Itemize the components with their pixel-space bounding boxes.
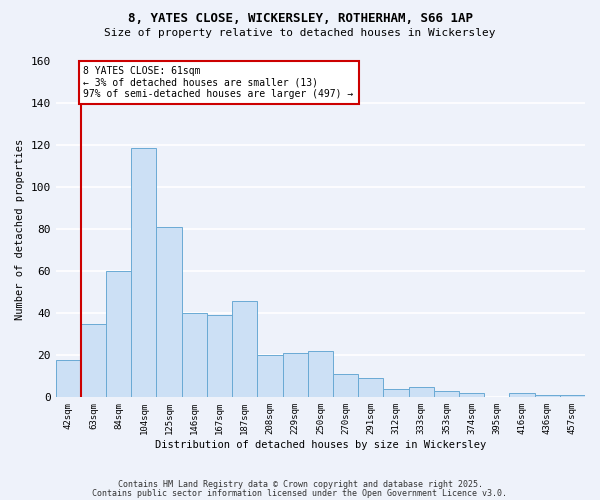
Bar [434,391,459,398]
Bar [56,360,81,398]
Bar [257,356,283,398]
Bar [535,395,560,398]
Bar [207,316,232,398]
Bar [182,314,207,398]
Bar [333,374,358,398]
Text: 8 YATES CLOSE: 61sqm
← 3% of detached houses are smaller (13)
97% of semi-detach: 8 YATES CLOSE: 61sqm ← 3% of detached ho… [83,66,353,99]
Bar [383,389,409,398]
Text: 8, YATES CLOSE, WICKERSLEY, ROTHERHAM, S66 1AP: 8, YATES CLOSE, WICKERSLEY, ROTHERHAM, S… [128,12,473,26]
Bar [459,393,484,398]
Bar [509,393,535,398]
Bar [81,324,106,398]
Bar [106,272,131,398]
Bar [283,354,308,398]
Bar [409,387,434,398]
Text: Contains public sector information licensed under the Open Government Licence v3: Contains public sector information licen… [92,490,508,498]
Bar [157,228,182,398]
Y-axis label: Number of detached properties: Number of detached properties [15,139,25,320]
Text: Size of property relative to detached houses in Wickersley: Size of property relative to detached ho… [104,28,496,38]
Bar [232,301,257,398]
Bar [131,148,157,398]
Bar [308,351,333,398]
Bar [560,395,585,398]
X-axis label: Distribution of detached houses by size in Wickersley: Distribution of detached houses by size … [155,440,486,450]
Bar [358,378,383,398]
Text: Contains HM Land Registry data © Crown copyright and database right 2025.: Contains HM Land Registry data © Crown c… [118,480,482,489]
